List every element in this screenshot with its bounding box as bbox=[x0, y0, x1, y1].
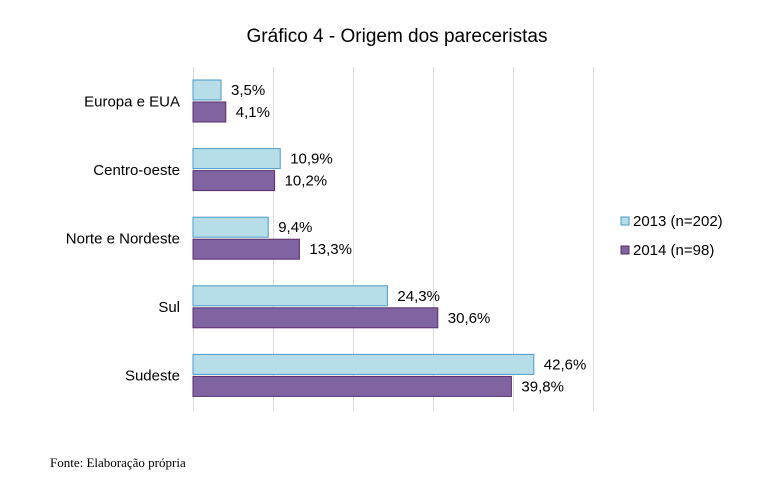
bar bbox=[192, 101, 227, 123]
category-label: Norte e Nordeste bbox=[66, 231, 180, 248]
category-label: Sudeste bbox=[125, 368, 180, 385]
data-label: 4,1% bbox=[236, 104, 270, 121]
bar bbox=[192, 170, 276, 192]
category-label: Sul bbox=[158, 299, 180, 316]
gridlines bbox=[193, 67, 594, 410]
legend-label: 2013 (n=202) bbox=[633, 213, 723, 230]
bar bbox=[192, 148, 281, 170]
bars: 3,5% 4,1% 10,9% 10,2% 9,4% 13,3% 24,3% 30,6% 42,… bbox=[192, 79, 587, 397]
bar bbox=[192, 307, 439, 329]
category-label: Europa e EUA bbox=[84, 93, 180, 110]
source-note: Fonte: Elaboração própria bbox=[50, 455, 186, 470]
category-labels: Europa e EUA Centro-oeste Norte e Nordeste… bbox=[66, 93, 180, 384]
data-label: 13,3% bbox=[309, 241, 352, 258]
data-label: 24,3% bbox=[397, 288, 440, 305]
bar bbox=[192, 79, 222, 101]
legend-swatch bbox=[620, 245, 630, 255]
data-label: 10,2% bbox=[285, 173, 328, 190]
data-label: 42,6% bbox=[544, 356, 587, 373]
data-label: 9,4% bbox=[278, 219, 312, 236]
bar bbox=[192, 285, 388, 307]
bar bbox=[192, 216, 269, 238]
bar bbox=[192, 375, 512, 397]
data-label: 3,5% bbox=[231, 82, 265, 99]
data-label: 39,8% bbox=[521, 378, 564, 395]
legend-label: 2014 (n=98) bbox=[633, 242, 714, 259]
legend: 2013 (n=202) 2014 (n=98) bbox=[620, 213, 723, 259]
category-label: Centro-oeste bbox=[93, 162, 180, 179]
legend-swatch bbox=[620, 216, 630, 226]
chart-title: Gráfico 4 - Origem dos pareceristas bbox=[247, 26, 548, 47]
bar bbox=[192, 353, 535, 375]
data-label: 30,6% bbox=[448, 310, 491, 327]
bar bbox=[192, 238, 300, 260]
data-label: 10,9% bbox=[290, 151, 333, 168]
